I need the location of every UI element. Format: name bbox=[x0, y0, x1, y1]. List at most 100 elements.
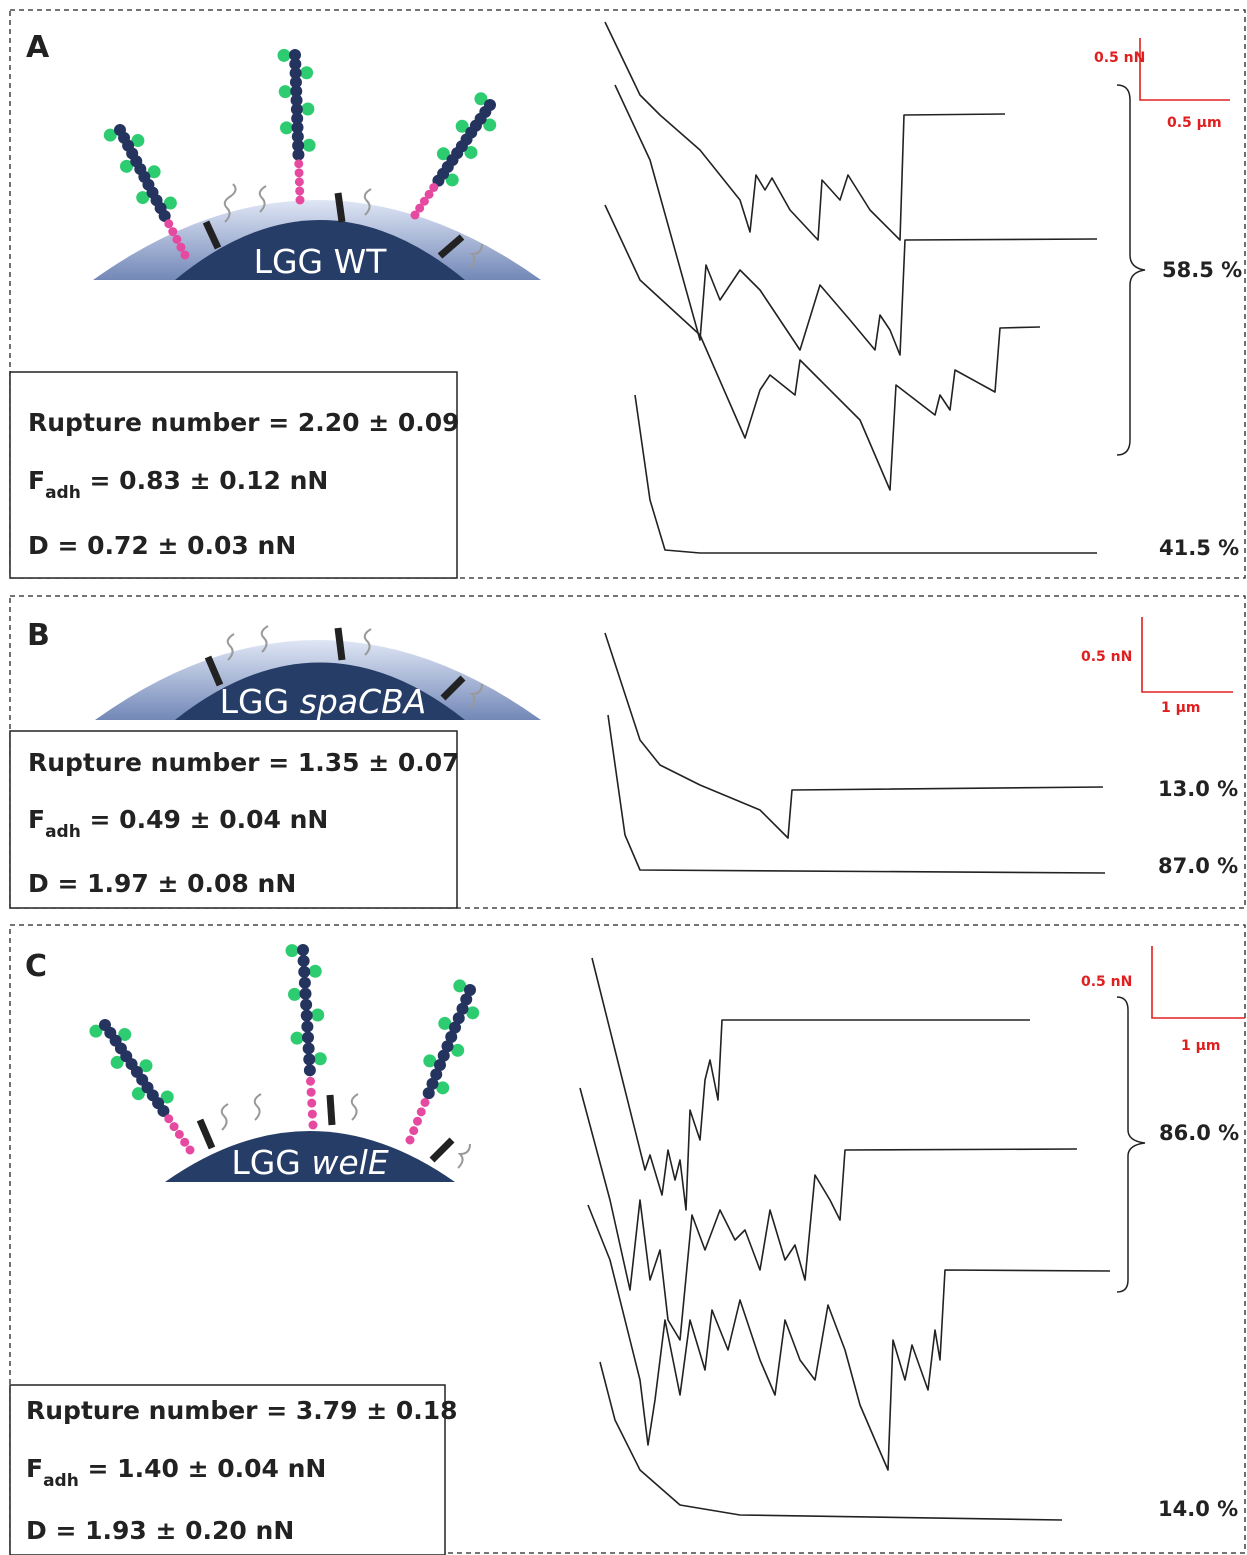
subunit bbox=[422, 1087, 435, 1100]
force-curve bbox=[604, 204, 1041, 491]
subunit bbox=[164, 1114, 174, 1124]
subunit bbox=[289, 49, 301, 61]
subunit bbox=[419, 196, 429, 206]
scale-bar bbox=[1141, 617, 1233, 693]
subunit bbox=[289, 76, 302, 89]
subunit bbox=[445, 1030, 458, 1043]
subunit bbox=[306, 1076, 315, 1086]
rupture-number: Rupture number = 2.20 ± 0.09 bbox=[28, 408, 460, 437]
panel-letter: B bbox=[27, 618, 50, 653]
subunit bbox=[308, 1120, 318, 1130]
subunit bbox=[290, 94, 303, 107]
panel-a: A LGG WT Rupture number = 2.20 ± 0.09 Fa… bbox=[9, 9, 1246, 579]
rupture-number: Rupture number = 1.35 ± 0.07 bbox=[28, 748, 460, 777]
sugar bbox=[136, 191, 150, 205]
subunit bbox=[298, 965, 311, 978]
adhesion-force: Fadh = 1.40 ± 0.04 nN bbox=[26, 1454, 326, 1491]
surface-molecules bbox=[196, 1093, 471, 1169]
cell-label: LGG welE bbox=[231, 1143, 388, 1182]
subunit bbox=[410, 210, 420, 220]
subunit bbox=[405, 1135, 415, 1145]
sugar bbox=[288, 987, 302, 1001]
subunit bbox=[302, 1042, 315, 1055]
value: = 0.83 ± 0.12 nN bbox=[81, 466, 329, 495]
cell-body bbox=[165, 1131, 455, 1182]
sugar bbox=[118, 1027, 132, 1041]
subunit bbox=[298, 976, 311, 989]
sugar bbox=[302, 138, 316, 152]
subunit bbox=[426, 1077, 439, 1090]
distance-scale: 1 µm bbox=[1181, 1038, 1221, 1054]
subscript: adh bbox=[43, 1471, 79, 1491]
pili bbox=[103, 48, 497, 260]
subunit bbox=[300, 998, 313, 1011]
distance-scale: 0.5 µm bbox=[1167, 115, 1222, 131]
subscript: adh bbox=[45, 822, 81, 842]
percentage: 86.0 % bbox=[1159, 1121, 1239, 1145]
force-curve bbox=[579, 1087, 1078, 1341]
subunit bbox=[430, 1068, 443, 1081]
subunit bbox=[172, 234, 182, 244]
variant: spaCBA bbox=[300, 682, 427, 721]
sugar bbox=[89, 1024, 103, 1038]
adhesion-force: Fadh = 0.49 ± 0.04 nN bbox=[28, 805, 328, 842]
sugar bbox=[119, 159, 133, 173]
sugar bbox=[277, 48, 291, 62]
symbol: F bbox=[26, 1454, 43, 1483]
surface-molecules bbox=[204, 625, 483, 709]
sugar bbox=[438, 1016, 452, 1030]
subunit bbox=[176, 242, 186, 252]
sugar bbox=[445, 173, 459, 187]
variant: welE bbox=[311, 1143, 388, 1182]
panel-frame bbox=[9, 924, 1246, 1554]
subunit bbox=[291, 130, 304, 143]
subunit bbox=[464, 984, 476, 996]
sugar bbox=[455, 119, 469, 133]
surface-molecules bbox=[202, 183, 483, 269]
subunit bbox=[294, 159, 304, 169]
subunit bbox=[409, 1126, 419, 1136]
subunit bbox=[168, 227, 178, 237]
value: = 1.40 ± 0.04 nN bbox=[79, 1454, 327, 1483]
strain: LGG bbox=[254, 242, 324, 281]
percentage: 14.0 % bbox=[1158, 1497, 1238, 1521]
adhesion-force: Fadh = 0.83 ± 0.12 nN bbox=[28, 466, 328, 503]
strain: LGG bbox=[231, 1143, 301, 1182]
sugar bbox=[308, 964, 322, 978]
percentage: 13.0 % bbox=[1158, 777, 1238, 801]
subunit bbox=[415, 203, 425, 213]
distance-scale: 1 µm bbox=[1161, 700, 1201, 716]
symbol: F bbox=[28, 805, 45, 834]
sugar bbox=[464, 145, 478, 159]
force-curve bbox=[634, 394, 1097, 554]
subscript: adh bbox=[45, 483, 81, 503]
stats-box bbox=[9, 371, 458, 579]
subunit bbox=[413, 1116, 422, 1126]
subunit bbox=[289, 67, 302, 80]
subunit bbox=[452, 1012, 465, 1025]
variant: WT bbox=[334, 242, 388, 281]
subunit bbox=[307, 1109, 317, 1119]
percentage: 58.5 % bbox=[1162, 258, 1242, 282]
subunit bbox=[291, 112, 304, 125]
subunit bbox=[295, 186, 305, 196]
panel-letter: A bbox=[26, 30, 50, 65]
subunit bbox=[297, 944, 309, 956]
cell-label: LGG WT bbox=[254, 242, 388, 281]
sugar bbox=[163, 196, 177, 210]
subunit bbox=[424, 189, 434, 199]
subunit bbox=[294, 168, 304, 178]
subunit bbox=[429, 183, 439, 192]
brace bbox=[1116, 84, 1146, 456]
scale-bar bbox=[1139, 38, 1230, 101]
sugar bbox=[280, 121, 294, 135]
distance: D = 0.72 ± 0.03 nN bbox=[28, 531, 296, 560]
subunit bbox=[437, 1049, 450, 1062]
subunit bbox=[306, 1087, 316, 1097]
percentage: 87.0 % bbox=[1158, 854, 1238, 878]
subunit bbox=[441, 1040, 454, 1053]
subunit bbox=[180, 250, 190, 260]
sugar bbox=[436, 147, 450, 161]
sugar bbox=[474, 92, 488, 106]
